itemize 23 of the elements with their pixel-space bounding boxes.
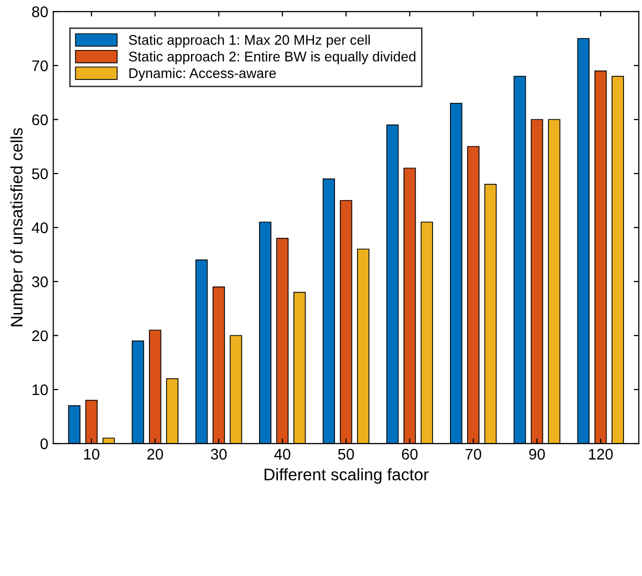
x-tick-label: 90 — [529, 448, 545, 460]
y-tick-label: 80 — [32, 6, 48, 18]
y-tick-label: 70 — [32, 60, 48, 72]
x-tick-label: 120 — [589, 448, 613, 460]
y-tick-label: 0 — [40, 438, 48, 450]
y-tick-label: 20 — [32, 330, 48, 342]
y-tick-label: 60 — [32, 114, 48, 126]
y-tick-label: 40 — [32, 222, 48, 234]
y-tick-label: 50 — [32, 168, 48, 180]
x-axis-title: Different scaling factor — [264, 468, 429, 484]
legend-label: Static approach 2: Entire BW is equally divided — [128, 51, 416, 64]
y-tick-label: 30 — [32, 276, 48, 288]
x-tick-label: 20 — [147, 448, 164, 460]
x-tick-label: 70 — [466, 448, 482, 460]
legend-label: Dynamic: Access-aware — [129, 68, 276, 81]
x-tick-label: 50 — [338, 448, 354, 460]
y-tick-label: 10 — [32, 384, 48, 396]
legend-label: Static approach 1: Max 20 MHz per cell — [128, 34, 370, 48]
y-axis-title: Number of unsatisfied cells — [10, 128, 23, 326]
x-tick-label: 10 — [84, 448, 100, 460]
x-tick-label: 40 — [274, 448, 290, 460]
x-tick-label: 30 — [210, 448, 227, 460]
x-tick-label: 60 — [402, 448, 418, 460]
